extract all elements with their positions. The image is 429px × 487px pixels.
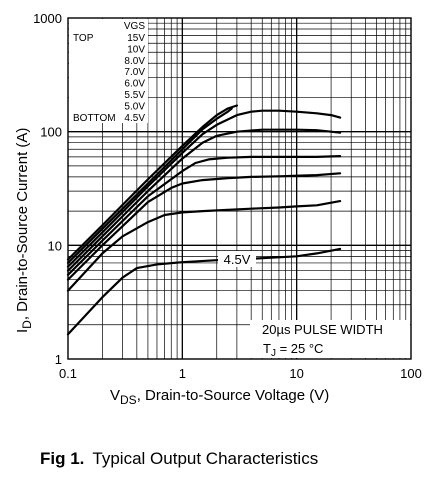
legend-entry: 6.0V	[124, 79, 145, 90]
figure-caption-text: Typical Output Characteristics	[92, 449, 319, 468]
x-tick-label: 1	[179, 366, 186, 381]
y-tick-label: 100	[40, 125, 62, 140]
figure-number: Fig 1.	[40, 449, 85, 468]
y-tick-label: 10	[48, 238, 62, 253]
legend-top-label: TOP	[73, 33, 94, 44]
legend-bottom-label: BOTTOM	[73, 113, 116, 124]
x-tick-label: 0.1	[59, 366, 77, 381]
x-tick-label: 100	[400, 366, 422, 381]
legend-entry: 5.5V	[124, 90, 145, 101]
x-tick-label: 10	[289, 366, 303, 381]
series-line-6-0v	[66, 155, 342, 276]
series-line-15v	[66, 104, 238, 261]
series-lines	[66, 104, 342, 336]
legend-background	[69, 19, 148, 123]
curve-label-4-5v: 4.5V	[218, 251, 256, 267]
grid-lines	[68, 18, 411, 359]
legend-entry: 8.0V	[124, 56, 145, 67]
series-line-4-5v	[66, 247, 342, 336]
y-tick-label: 1000	[33, 11, 62, 26]
series-line-8-0v	[66, 109, 342, 268]
y-axis-title: ID, Drain-to-Source Current (A)	[14, 128, 34, 333]
series-line-7-0v	[66, 128, 342, 272]
curve-label-background	[218, 251, 256, 267]
legend-entry: 15V	[127, 33, 145, 44]
conditions-background	[250, 320, 410, 358]
legend-entry: 5.0V	[124, 101, 145, 112]
figure-caption: Fig 1. Typical Output Characteristics	[40, 449, 318, 469]
series-line-5-5v	[66, 172, 342, 281]
series-line-5-0v	[66, 200, 342, 292]
pulse-width-text: 20µs PULSE WIDTH	[262, 322, 383, 337]
tj-text: TJ = 25 °C	[263, 341, 323, 359]
plot-frame	[67, 17, 412, 360]
legend: TOP BOTTOM VGS 15V10V8.0V7.0V6.0V5.5V5.0…	[69, 19, 148, 124]
legend-header: VGS	[124, 21, 145, 32]
y-tick-label: 1	[55, 352, 62, 367]
curve-label-text: 4.5V	[224, 252, 251, 267]
conditions-annotation: 20µs PULSE WIDTH TJ = 25 °C	[250, 320, 410, 359]
legend-entry: 4.5V	[124, 113, 145, 124]
legend-entry: 7.0V	[124, 67, 145, 78]
series-line-10v	[66, 107, 233, 264]
legend-entry: 10V	[127, 44, 145, 55]
x-axis-title: VDS, Drain-to-Source Voltage (V)	[110, 387, 329, 407]
